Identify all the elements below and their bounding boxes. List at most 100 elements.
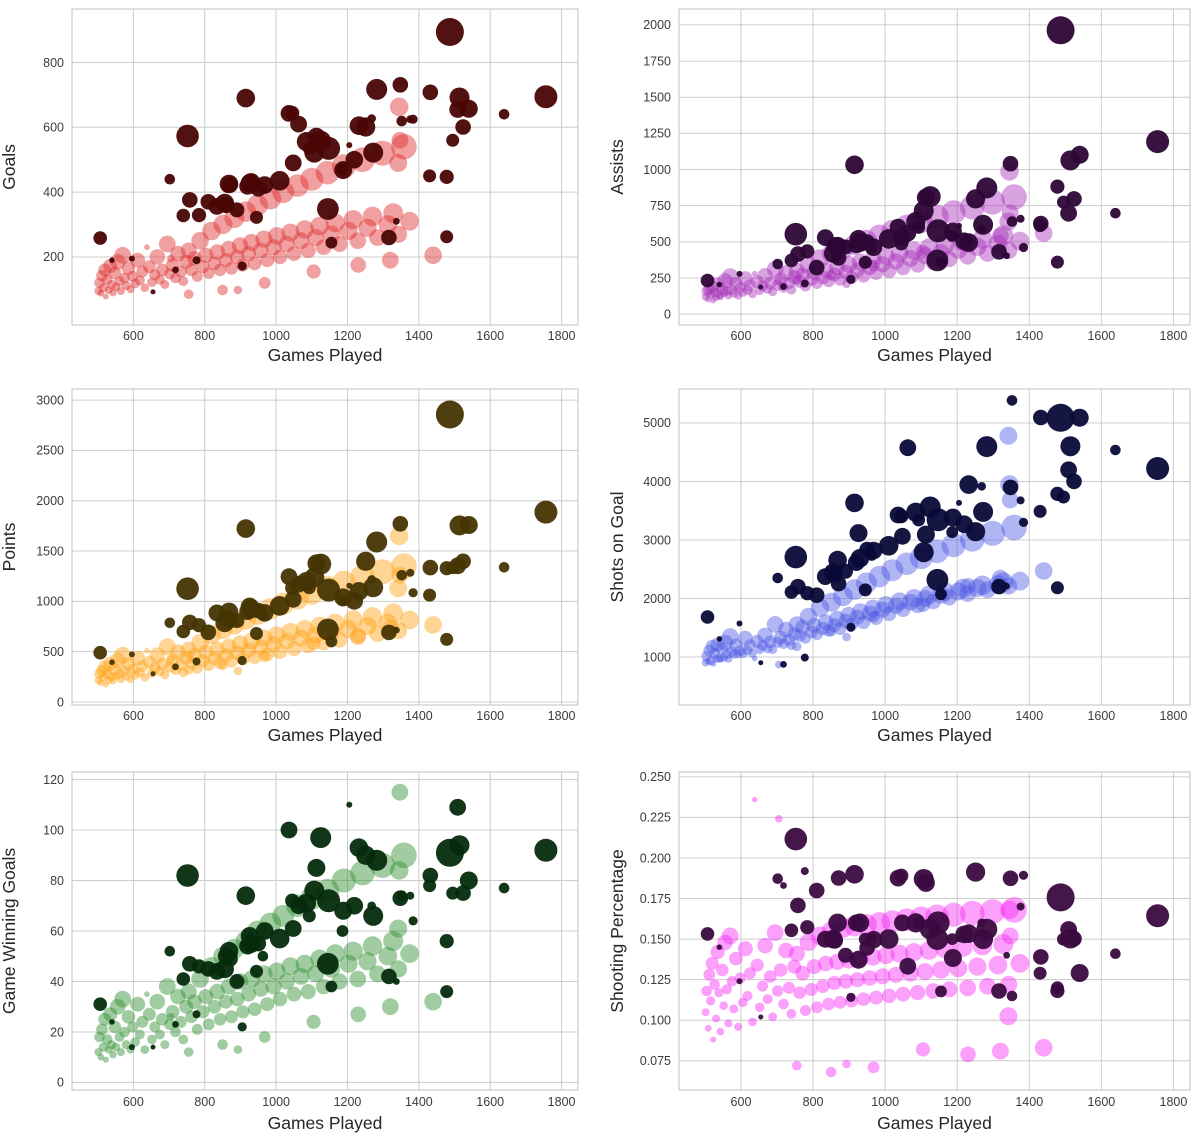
data-point — [840, 606, 857, 624]
data-point — [183, 1047, 194, 1057]
data-point — [902, 250, 919, 267]
gridlines — [72, 389, 578, 705]
data-point — [787, 270, 802, 285]
data-point — [912, 513, 926, 527]
data-point — [449, 835, 470, 856]
data-point — [97, 679, 105, 686]
data-point — [795, 267, 810, 283]
data-point — [816, 979, 830, 993]
data-point — [393, 626, 400, 634]
data-point — [744, 639, 756, 652]
data-point — [943, 949, 962, 967]
data-point — [804, 625, 818, 639]
data-point — [167, 1013, 175, 1021]
data-point — [926, 249, 949, 272]
data-point — [455, 119, 471, 135]
data-point — [109, 253, 126, 270]
data-point — [867, 610, 880, 623]
data-point — [396, 890, 408, 901]
data-point — [406, 568, 415, 577]
data-point — [284, 590, 302, 608]
data-point — [800, 920, 815, 935]
data-point — [94, 287, 103, 295]
x-tick-label: 1800 — [1160, 329, 1188, 343]
data-point — [534, 85, 558, 109]
data-point — [406, 891, 415, 900]
data-point — [829, 610, 846, 627]
data-point — [300, 242, 316, 259]
data-point — [822, 274, 835, 288]
data-point — [877, 247, 895, 266]
data-point — [116, 287, 125, 295]
data-point — [823, 929, 843, 949]
data-point — [325, 980, 338, 993]
data-point — [817, 955, 834, 972]
data-point — [424, 616, 442, 634]
data-point — [778, 942, 794, 959]
data-point — [716, 292, 725, 301]
data-point — [895, 260, 911, 276]
data-point — [762, 283, 773, 294]
x-axis-label: Games Played — [268, 345, 383, 365]
data-point — [220, 240, 237, 257]
data-point — [349, 838, 369, 857]
data-point — [446, 886, 460, 900]
data-point — [991, 578, 1007, 595]
data-point — [258, 650, 271, 663]
data-point — [716, 655, 725, 663]
data-point — [729, 288, 739, 298]
x-tick-label: 800 — [803, 1095, 824, 1109]
y-tick-label: 400 — [43, 185, 64, 199]
data-point — [890, 592, 909, 611]
data-point — [389, 919, 408, 938]
data-point — [703, 968, 716, 981]
data-point — [307, 858, 326, 877]
data-point — [147, 277, 157, 288]
data-points — [93, 783, 558, 1063]
data-point — [192, 256, 201, 265]
data-point — [926, 508, 950, 532]
data-point — [439, 934, 454, 949]
data-point — [178, 276, 189, 287]
x-tick-label: 1200 — [943, 709, 971, 723]
y-axis-label: Assists — [607, 139, 627, 195]
data-point — [149, 1021, 161, 1033]
data-point — [780, 882, 787, 889]
data-point — [729, 277, 743, 291]
data-point — [128, 255, 135, 262]
data-point — [849, 524, 868, 543]
data-point — [103, 1007, 118, 1022]
data-point — [959, 475, 978, 494]
data-point — [716, 1027, 725, 1036]
data-point — [134, 275, 145, 286]
x-tick-label: 600 — [731, 329, 752, 343]
data-point — [265, 239, 282, 256]
data-point — [142, 1007, 156, 1021]
data-point — [763, 635, 777, 649]
data-point — [422, 84, 439, 101]
data-point — [147, 1034, 157, 1045]
data-point — [1046, 883, 1075, 912]
data-point — [714, 290, 724, 300]
data-point — [719, 288, 728, 298]
data-point — [229, 991, 245, 1007]
plot-border — [678, 388, 1191, 706]
data-point — [916, 963, 934, 981]
data-point — [278, 235, 295, 253]
data-point — [877, 596, 895, 614]
data-point — [704, 1024, 712, 1032]
data-point — [729, 638, 743, 653]
data-point — [307, 229, 325, 246]
data-point — [98, 660, 112, 674]
data-point — [94, 1048, 103, 1057]
data-point — [932, 961, 950, 979]
data-point — [172, 663, 179, 671]
data-point — [243, 233, 260, 251]
data-point — [285, 105, 300, 121]
data-point — [980, 520, 1005, 546]
data-point — [742, 990, 753, 1001]
data-point — [128, 651, 135, 658]
data-point — [158, 978, 176, 995]
data-point — [440, 632, 454, 646]
